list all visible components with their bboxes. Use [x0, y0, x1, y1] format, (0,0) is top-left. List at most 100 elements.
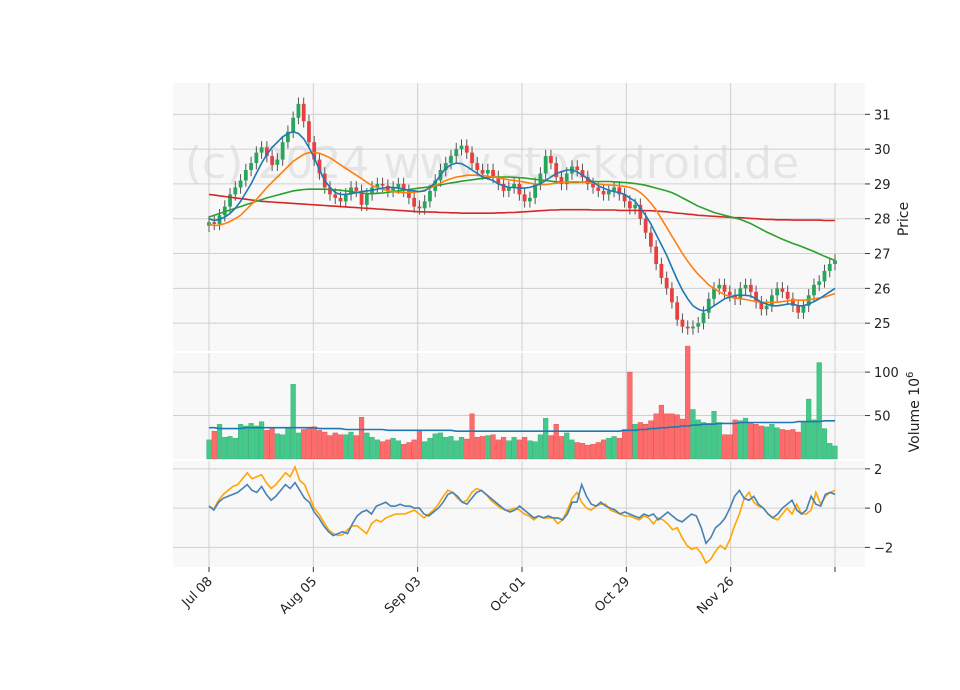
candle-body [385, 185, 390, 191]
volume-bar [332, 432, 338, 460]
candle-body [517, 183, 522, 195]
candle-body [333, 194, 338, 198]
volume-bar [348, 431, 354, 460]
volume-axis-label: Volume 106 [905, 372, 923, 453]
candle-body [501, 183, 506, 191]
candle-body [538, 173, 543, 184]
volume-bar [227, 436, 233, 460]
volume-bar [695, 419, 701, 460]
volume-bar [537, 434, 543, 460]
volume-bar [474, 437, 480, 460]
volume-bar [290, 384, 296, 460]
volume-bar [274, 433, 280, 460]
candle-body [485, 170, 490, 174]
x-tick-label: Oct 01 [488, 574, 529, 615]
y-tick-label: −2 [874, 541, 893, 556]
volume-bar [285, 427, 291, 460]
candle-body [712, 288, 716, 299]
volume-bar [216, 424, 223, 460]
candle-body [554, 163, 559, 177]
volume-bar [553, 424, 559, 460]
volume-bar [469, 413, 475, 460]
candle-body [559, 176, 564, 184]
candle-body [633, 204, 637, 209]
volume-bar [301, 429, 307, 460]
volume-bar [790, 429, 796, 460]
volume-bar [211, 430, 217, 460]
candle-body [212, 222, 217, 224]
candle-body [543, 156, 548, 174]
volume-bar [222, 437, 228, 460]
volume-bar [574, 442, 580, 460]
volume-bar [522, 437, 528, 460]
candle-body [696, 323, 701, 327]
volume-bar [458, 437, 465, 460]
volume-bar [453, 440, 459, 460]
oscillator-slow-line [208, 464, 836, 565]
candle-body [743, 284, 748, 289]
y-tick-label: 50 [874, 410, 891, 425]
candle-body [764, 305, 769, 310]
candle-body [701, 312, 706, 324]
candle-body [233, 187, 238, 195]
candle-body [738, 288, 743, 299]
candle-body [454, 149, 459, 157]
candle-body [791, 298, 795, 306]
volume-bar [390, 437, 396, 460]
candle-body [417, 206, 422, 209]
candle-body [627, 201, 632, 209]
candle-body [343, 194, 348, 202]
ma-fast-line [208, 130, 836, 312]
oscillator-panel [173, 461, 865, 567]
candle-body [359, 190, 364, 205]
volume-bar [527, 440, 533, 460]
volume-bar [311, 426, 317, 460]
x-tick-label: Aug 05 [277, 574, 320, 617]
y-tick-label: 31 [874, 108, 891, 123]
candle-body [612, 187, 616, 191]
y-tick-label: 27 [874, 248, 891, 263]
volume-bar [585, 444, 591, 460]
volume-bar [253, 425, 259, 460]
volume-bar [543, 417, 549, 460]
candle-body [575, 166, 580, 171]
candle-body [396, 183, 401, 188]
candle-body [428, 190, 432, 202]
volume-bar [764, 426, 770, 460]
volume-bar [464, 438, 470, 460]
y-tick-label: 28 [874, 213, 891, 228]
volume-bar [416, 430, 422, 460]
candle-body [375, 183, 380, 188]
candle-body [675, 302, 680, 320]
y-tick-label: 100 [874, 366, 899, 381]
volume-bar [280, 434, 286, 460]
volume-bar [743, 417, 749, 460]
volume-bar [637, 422, 643, 460]
volume-bar [658, 404, 664, 460]
volume-bar [711, 411, 717, 460]
candle-body [527, 197, 532, 202]
volume-bar [558, 436, 565, 460]
ma-slow-line [208, 176, 836, 262]
volume-bar [337, 434, 344, 460]
volume-bar [206, 439, 212, 460]
volume-bar [437, 432, 444, 460]
candle-body [222, 206, 227, 216]
x-tick-label: Jul 08 [179, 574, 216, 611]
candle-body [549, 156, 553, 164]
y-tick-label: 2 [874, 463, 882, 478]
volume-bar [806, 398, 812, 460]
candle-body [706, 298, 711, 313]
volume-bar [753, 424, 759, 460]
volume-bar [237, 424, 244, 460]
price-axis-label: Price [896, 202, 912, 236]
candle-body [606, 190, 611, 195]
candle-body [585, 176, 590, 184]
volume-bar [664, 413, 670, 460]
volume-bar [374, 439, 380, 460]
candle-body [833, 260, 837, 264]
y-tick-label: 26 [874, 282, 891, 297]
candle-body [470, 152, 474, 164]
candle-body [491, 170, 495, 177]
